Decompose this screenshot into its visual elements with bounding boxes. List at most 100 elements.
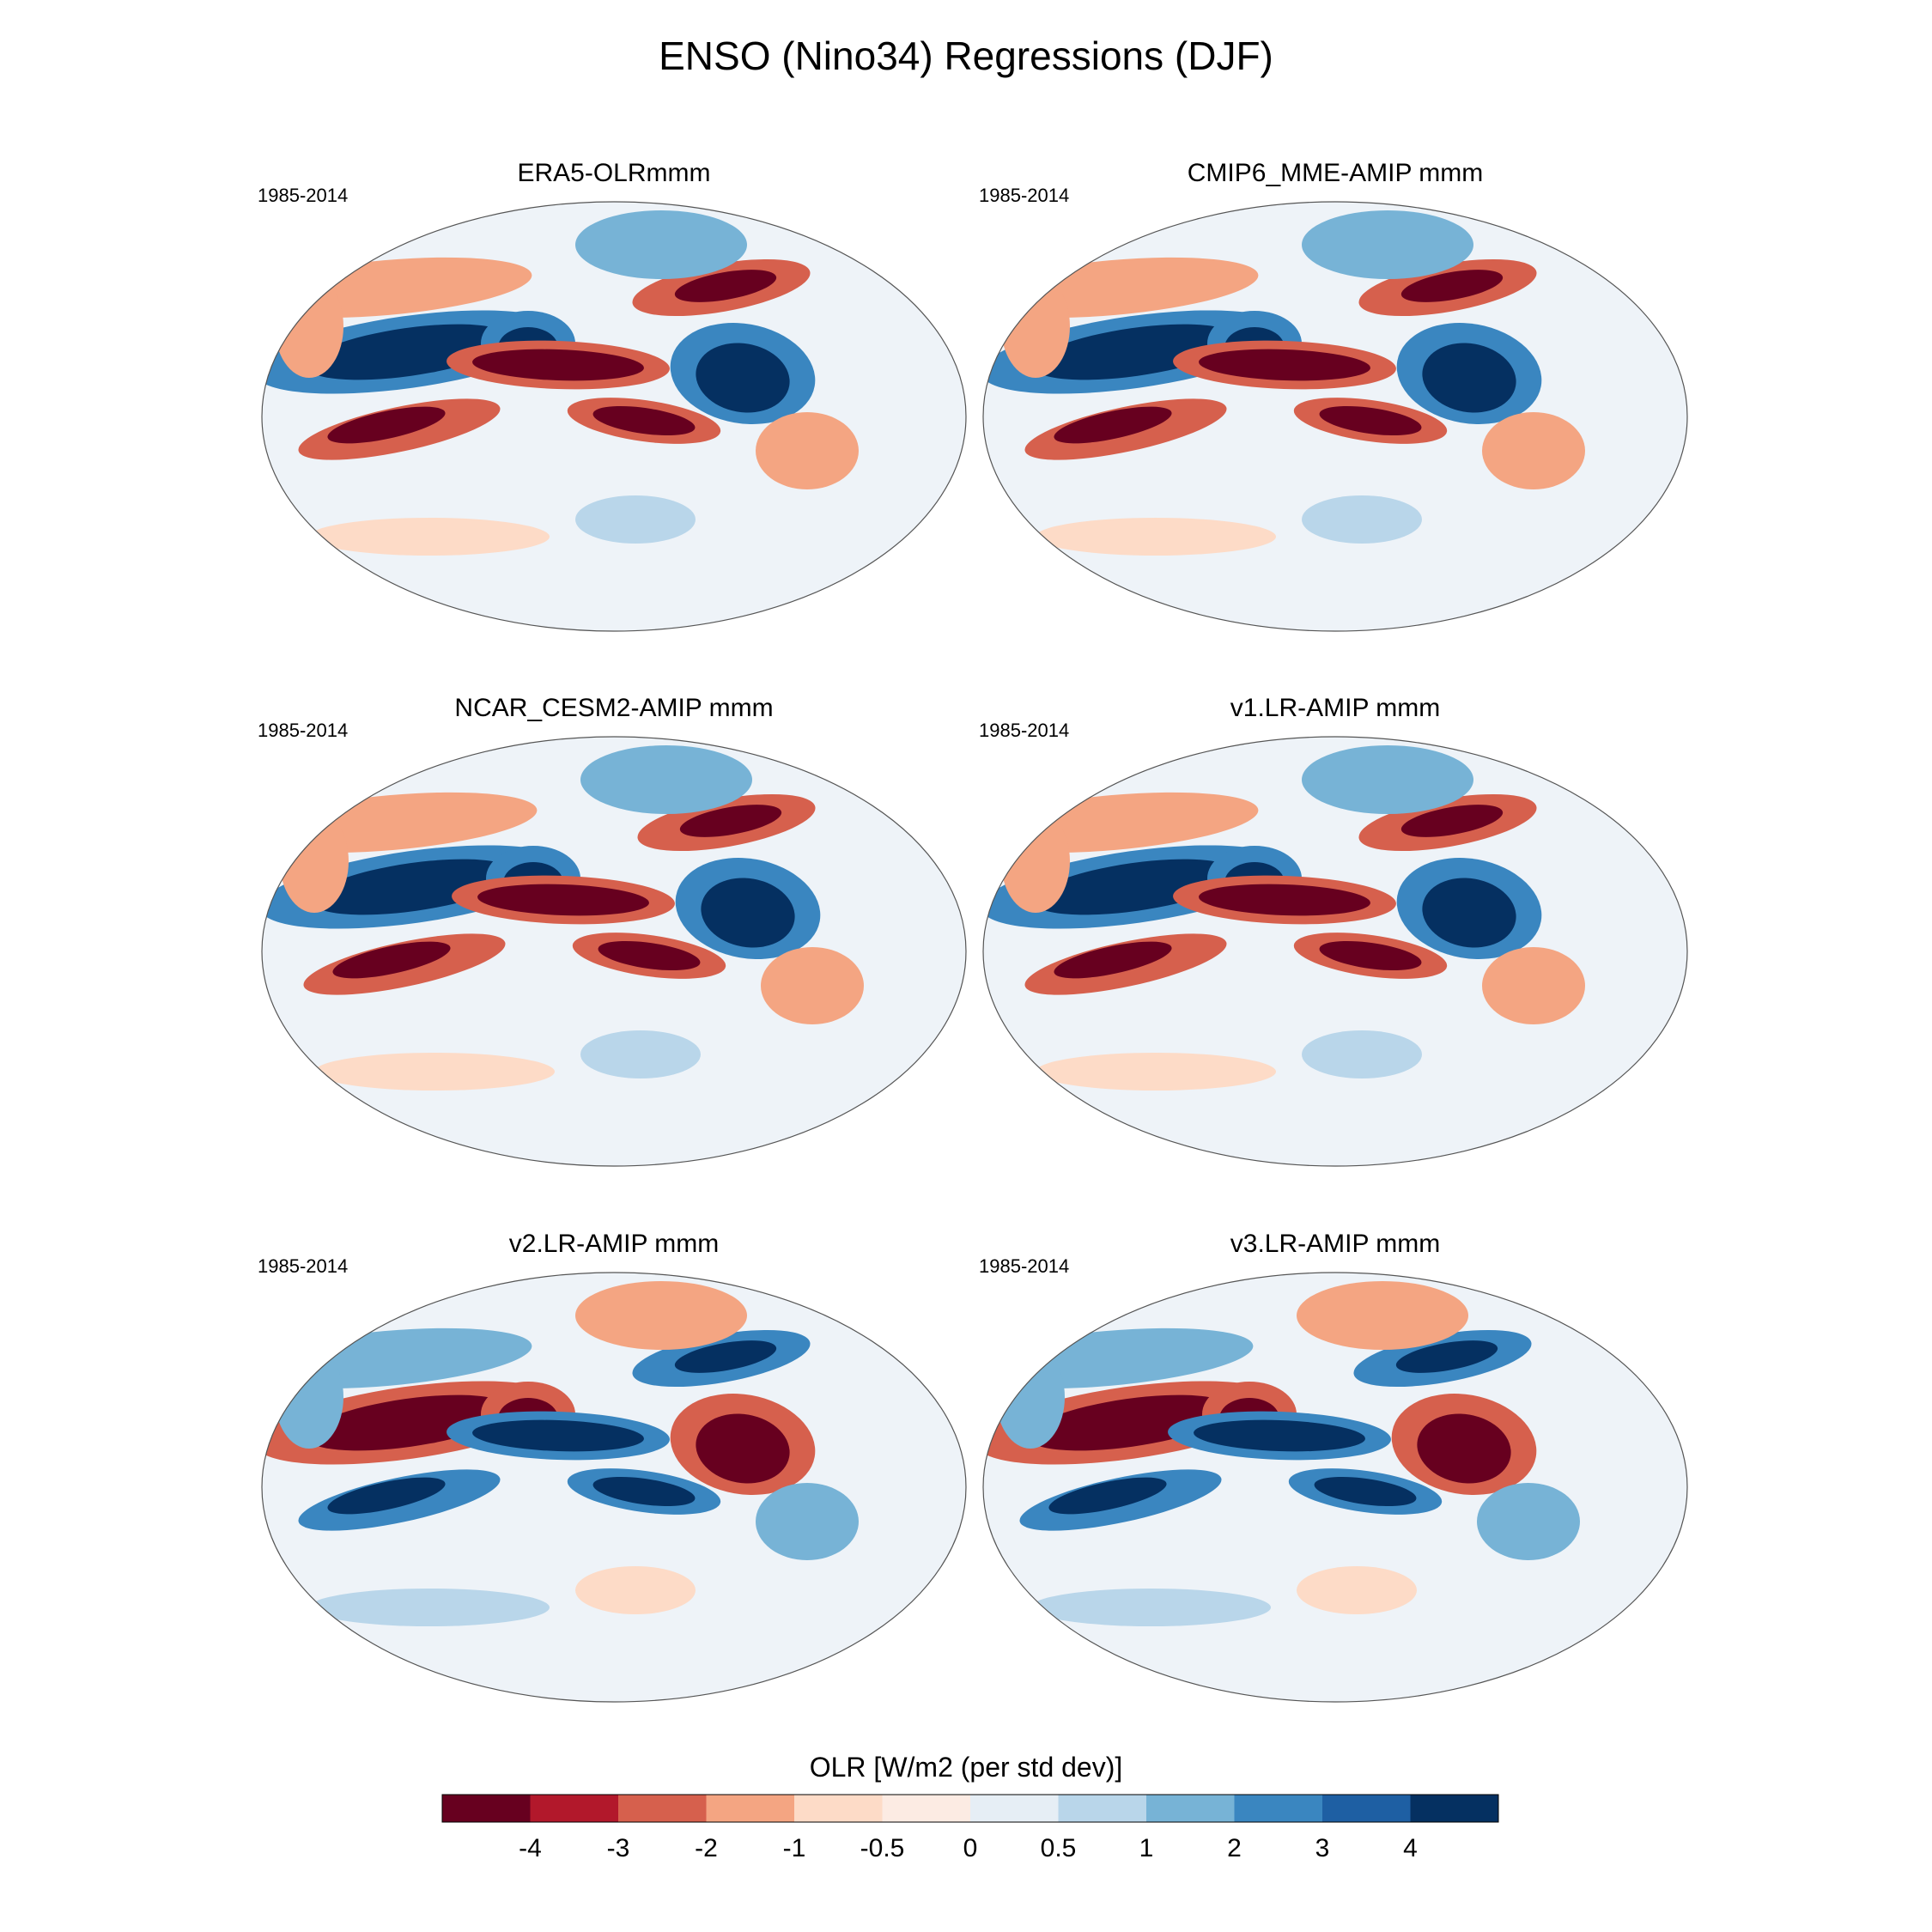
anomaly-region [575, 1566, 696, 1614]
anomaly-region [309, 1589, 550, 1626]
colorbar-swatch [1322, 1795, 1411, 1822]
colorbar-swatch [530, 1795, 618, 1822]
anomaly-region [1036, 518, 1276, 556]
colorbar-swatch [1234, 1795, 1322, 1822]
anomaly-region [575, 210, 747, 279]
anomaly-region [674, 1340, 777, 1373]
anomaly-region [1054, 406, 1172, 444]
anomaly-region [592, 1476, 696, 1507]
colorbar-tick-label: -0.5 [860, 1834, 905, 1862]
anomaly-region [1482, 947, 1585, 1024]
anomaly-region [275, 275, 343, 378]
panel-era5: ERA5-OLRmmm 1985-2014 [258, 159, 970, 640]
anomaly-region [1030, 1589, 1271, 1626]
colorbar-swatch [794, 1795, 883, 1822]
panel-title: CMIP6_MME-AMIP mmm [1187, 159, 1484, 187]
anomaly-region [1199, 884, 1370, 916]
anomaly-region [472, 1419, 644, 1452]
panel-title: NCAR_CESM2-AMIP mmm [454, 694, 774, 722]
panel-period: 1985-2014 [979, 185, 1070, 206]
colorbar-swatch [442, 1795, 531, 1822]
anomaly-region [580, 1030, 701, 1078]
anomaly-region [1314, 1476, 1417, 1507]
map-field [983, 1273, 1687, 1702]
anomaly-region [1048, 1477, 1167, 1515]
anomaly-region [314, 1053, 555, 1091]
anomaly-region [1400, 270, 1504, 302]
map-era5 [261, 201, 967, 632]
colorbar: -4 -3 -2 -1 -0.5 0 0.5 1 2 3 4 [441, 1794, 1499, 1862]
anomaly-region [756, 1483, 859, 1560]
colorbar-tick-label: 4 [1403, 1834, 1418, 1862]
map-field [262, 1273, 966, 1702]
anomaly-region [1001, 275, 1070, 378]
panel-title: v2.LR-AMIP mmm [508, 1230, 720, 1258]
map-outline [261, 736, 967, 1167]
map-outline [261, 201, 967, 632]
panel-v2: v2.LR-AMIP mmm 1985-2014 [258, 1230, 970, 1710]
colorbar-tick-label: -3 [607, 1834, 630, 1862]
colorbar-tick-label: 2 [1227, 1834, 1242, 1862]
main-title: ENSO (Nino34) Regressions (DJF) [659, 33, 1273, 78]
map-outline [982, 201, 1688, 632]
colorbar-tick-label: 1 [1139, 1834, 1154, 1862]
anomaly-region [1054, 941, 1172, 979]
colorbar-tick-label: 3 [1315, 1834, 1330, 1862]
colorbar-swatch [1146, 1795, 1235, 1822]
panel-v1: v1.LR-AMIP mmm 1985-2014 [979, 694, 1692, 1175]
anomaly-region [996, 1346, 1065, 1449]
colorbar-swatch [706, 1795, 794, 1822]
anomaly-region [327, 1477, 446, 1515]
colorbar-swatch [1058, 1795, 1146, 1822]
colorbar-tick-label: -2 [695, 1834, 718, 1862]
anomaly-region [1417, 1413, 1511, 1484]
anomaly-region [1302, 745, 1473, 814]
anomaly-region [674, 270, 777, 302]
anomaly-region [472, 349, 644, 381]
colorbar-title: OLR [W/m2 (per std dev)] [809, 1752, 1123, 1783]
map-cesm2 [261, 736, 967, 1167]
anomaly-region [1297, 1566, 1417, 1614]
colorbar-swatch [618, 1795, 707, 1822]
panel-period: 1985-2014 [979, 1255, 1070, 1277]
panel-title: ERA5-OLRmmm [517, 159, 711, 187]
panel-period: 1985-2014 [258, 1255, 349, 1277]
anomaly-region [1395, 1340, 1498, 1373]
colorbar-tick-label: 0.5 [1041, 1834, 1077, 1862]
anomaly-region [1400, 805, 1504, 837]
panel-period: 1985-2014 [979, 720, 1070, 741]
map-field [983, 202, 1687, 631]
anomaly-region [701, 878, 795, 948]
map-v3 [982, 1272, 1688, 1703]
map-field [262, 202, 966, 631]
anomaly-region [1422, 343, 1516, 413]
anomaly-region [1036, 1053, 1276, 1091]
map-outline [261, 1272, 967, 1703]
anomaly-region [1319, 405, 1422, 436]
anomaly-region [592, 405, 696, 436]
anomaly-region [1422, 878, 1516, 948]
anomaly-region [327, 406, 446, 444]
colorbar-tick-label: -1 [783, 1834, 806, 1862]
anomaly-region [309, 518, 550, 556]
map-outline [982, 1272, 1688, 1703]
colorbar-swatch [882, 1795, 970, 1822]
anomaly-region [280, 810, 349, 913]
map-field [983, 737, 1687, 1166]
anomaly-region [679, 805, 782, 837]
anomaly-region [1302, 210, 1473, 279]
anomaly-region [1297, 1281, 1468, 1350]
anomaly-region [696, 1413, 790, 1484]
colorbar-swatch [970, 1795, 1059, 1822]
anomaly-region [1319, 940, 1422, 971]
colorbar-tick-label: -4 [519, 1834, 542, 1862]
anomaly-region [756, 412, 859, 489]
colorbar-tick-label: 0 [963, 1834, 978, 1862]
panel-title: v3.LR-AMIP mmm [1230, 1230, 1441, 1258]
map-outline [982, 736, 1688, 1167]
anomaly-region [332, 941, 451, 979]
anomaly-region [575, 1281, 747, 1350]
panel-period: 1985-2014 [258, 720, 349, 741]
anomaly-region [761, 947, 864, 1024]
anomaly-region [575, 495, 696, 544]
